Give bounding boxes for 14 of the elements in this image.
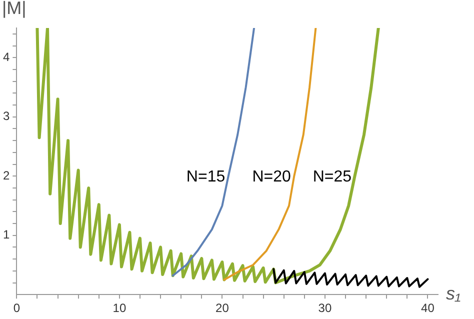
x-tick-label: 30	[318, 301, 332, 316]
y-axis-title: |M|	[2, 0, 26, 18]
y-tick-label: 3	[2, 109, 10, 124]
x-tick-label: 10	[112, 301, 126, 316]
series-label: N=15	[186, 168, 226, 186]
series-label: N=25	[312, 168, 352, 186]
x-tick-label: 20	[216, 301, 230, 316]
x-axis-title: s₁	[446, 284, 461, 304]
y-tick-label: 4	[2, 50, 10, 64]
y-tick-label: 1	[2, 228, 10, 242]
series-label: N=20	[252, 168, 292, 186]
x-tick-label: 0	[13, 301, 20, 316]
y-tick-label: 2	[2, 168, 10, 182]
x-tick-label: 40	[421, 301, 435, 316]
